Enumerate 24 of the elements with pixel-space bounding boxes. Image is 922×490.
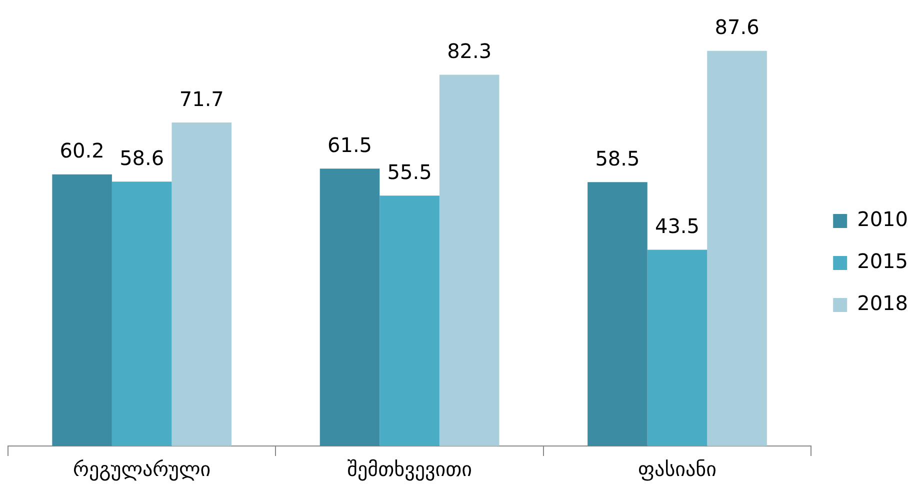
bar bbox=[647, 250, 708, 446]
data-label: 58.6 bbox=[120, 146, 164, 170]
data-label: 71.7 bbox=[179, 86, 224, 111]
x-tick-label: რეგულარული bbox=[73, 457, 211, 482]
bar bbox=[588, 182, 648, 446]
bar bbox=[172, 122, 232, 446]
bar bbox=[380, 196, 440, 446]
bar bbox=[707, 50, 767, 446]
data-label: 43.5 bbox=[654, 214, 700, 238]
bar bbox=[320, 168, 380, 446]
data-label: 87.6 bbox=[714, 15, 760, 40]
bar bbox=[52, 174, 112, 446]
legend-label: 2015 bbox=[857, 249, 908, 274]
data-label: 55.5 bbox=[387, 160, 432, 184]
bar bbox=[439, 74, 500, 446]
legend-label: 2018 bbox=[857, 291, 908, 316]
legend-label: 2010 bbox=[857, 207, 908, 232]
x-tick-label: ფასიანი bbox=[638, 457, 716, 482]
data-label: 82.3 bbox=[447, 38, 492, 63]
data-label: 60.2 bbox=[60, 138, 104, 163]
data-label: 61.5 bbox=[328, 132, 372, 157]
bar bbox=[112, 182, 172, 446]
x-tick-label: შემთხვევითი bbox=[347, 457, 472, 482]
data-label: 58.5 bbox=[595, 146, 640, 170]
